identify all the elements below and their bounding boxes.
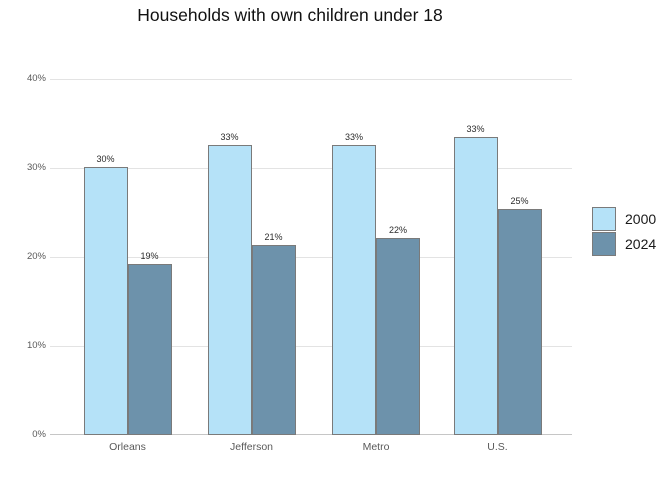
legend-item-2024: 2024 (592, 232, 656, 256)
y-tick-label-30: 30% (26, 162, 46, 173)
bar-2000-jefferson (207, 144, 252, 435)
legend-swatch-2000 (592, 207, 616, 231)
legend: 2000 2024 (592, 207, 656, 256)
bar-2024-metro (376, 238, 420, 435)
bar-value-label: 22% (388, 225, 407, 236)
plot-area: 30% 33% 33% 33% 19% 21% 22% 25% (50, 78, 572, 435)
gridline-10 (50, 345, 572, 347)
bar-2000-metro (332, 144, 376, 435)
category-label-orleans: Orleans (109, 441, 146, 453)
chart-title: Households with own children under 18 (137, 5, 443, 25)
bar-2000-orleans (83, 167, 128, 435)
legend-item-2000: 2000 (592, 207, 656, 231)
bar-2024-us (497, 208, 542, 435)
y-tick-label-20: 20% (26, 251, 46, 262)
gridline-40 (50, 78, 572, 80)
gridline-30 (50, 167, 572, 169)
x-axis-line (50, 434, 572, 435)
y-axis: 0% 10% 20% 30% 40% (0, 73, 46, 440)
bar-value-label: 19% (140, 251, 159, 262)
category-label-jefferson: Jefferson (230, 441, 273, 453)
bar-value-label: 33% (220, 131, 239, 142)
bar-value-label: 21% (264, 232, 283, 243)
legend-swatch-2024 (592, 232, 616, 256)
bar-2000-us (453, 136, 498, 435)
category-label-metro: Metro (362, 441, 390, 453)
bar-value-label: 33% (344, 131, 363, 142)
bar-2024-orleans (127, 264, 172, 435)
bar-value-label: 25% (510, 195, 529, 206)
y-tick-label-10: 10% (26, 340, 46, 351)
bar-value-label: 30% (96, 154, 115, 165)
y-tick-label-0: 0% (32, 429, 46, 440)
bar-value-label: 33% (466, 123, 485, 134)
gridline-20 (50, 256, 572, 258)
x-axis: Orleans Jefferson Metro U.S. (50, 441, 572, 457)
legend-label-2024: 2024 (625, 236, 657, 252)
legend-label-2000: 2000 (625, 211, 657, 227)
y-tick-label-40: 40% (26, 73, 46, 84)
category-label-us: U.S. (487, 441, 508, 453)
bar-2024-jefferson (251, 245, 296, 435)
